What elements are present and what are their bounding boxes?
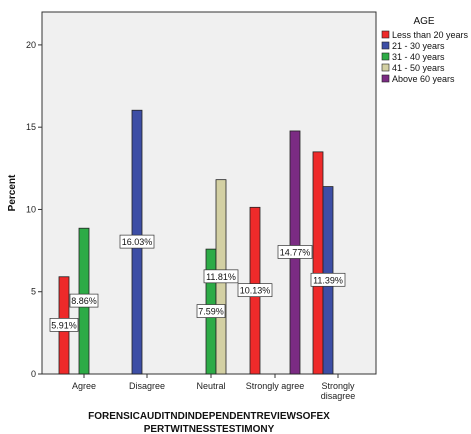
data-label: 11.39%: [313, 275, 343, 285]
y-tick-label: 5: [31, 287, 36, 297]
legend-swatch: [381, 74, 390, 83]
legend-swatch: [381, 41, 390, 50]
legend-label: 31 - 40 years: [392, 52, 445, 62]
y-tick-label: 0: [31, 369, 36, 379]
data-label-box: [119, 234, 155, 249]
data-label-box: [49, 318, 79, 332]
x-tick-label: Agree: [72, 381, 96, 391]
data-label-box: [310, 272, 346, 287]
x-tick-label: Neutral: [196, 381, 225, 391]
y-tick-label: 10: [26, 204, 36, 214]
legend-swatch: [381, 52, 390, 61]
y-axis-title: Percent: [7, 174, 18, 211]
data-label: 11.81%: [206, 272, 236, 282]
legend-label: Less than 20 years: [392, 30, 469, 40]
data-label-box: [203, 269, 239, 284]
legend-label: 21 - 30 years: [392, 41, 445, 51]
x-tick-label: Strongly: [321, 381, 355, 391]
legend-title: AGE: [413, 16, 434, 27]
data-label-box: [69, 293, 99, 308]
data-label-box: [196, 304, 226, 318]
data-label-box: [277, 245, 313, 259]
y-tick-label: 15: [26, 122, 36, 132]
data-label: 7.59%: [198, 307, 224, 317]
bar-less-than-20-years-strongly-disagree: [312, 151, 324, 375]
legend-swatch: [381, 30, 390, 39]
x-axis-title-line-2: PERTWITNESSTESTIMONY: [144, 424, 275, 434]
data-label: 8.86%: [71, 296, 97, 306]
data-label: 10.13%: [240, 286, 271, 296]
data-label: 5.91%: [51, 320, 77, 330]
data-label-box: [237, 283, 273, 298]
x-tick-label: Strongly agree: [246, 381, 305, 391]
legend-label: 41 - 50 years: [392, 63, 445, 73]
x-tick-label: Disagree: [129, 381, 165, 391]
y-tick-label: 20: [26, 40, 36, 50]
x-tick-label: disagree: [321, 391, 356, 401]
x-axis-title-line-1: FORENSICAUDITNDINDEPENDENTREVIEWSOFEX: [88, 411, 330, 422]
data-label: 16.03%: [122, 237, 153, 247]
legend-label: Above 60 years: [392, 74, 455, 84]
data-label: 14.77%: [280, 247, 311, 257]
legend-swatch: [381, 63, 390, 72]
